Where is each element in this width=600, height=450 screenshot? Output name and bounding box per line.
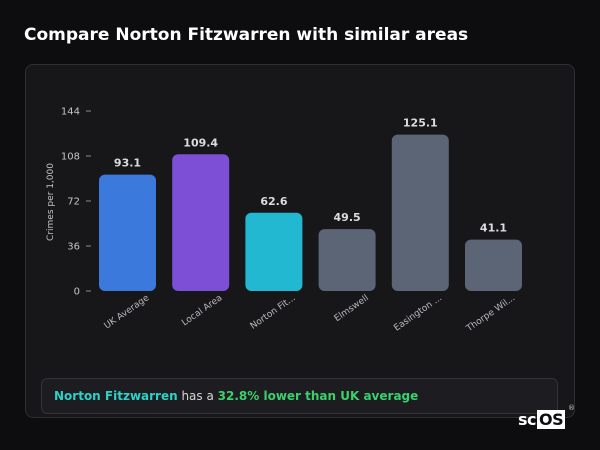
x-tick-label: Elmswell <box>333 293 371 324</box>
logo-sc: sc <box>518 410 537 429</box>
y-tick-label: 0 <box>74 287 80 298</box>
bar <box>391 134 449 291</box>
bar-value-label: 62.6 <box>260 195 287 208</box>
x-tick-label: Local Area <box>180 293 224 328</box>
y-tick-label: 72 <box>67 197 80 208</box>
logo-registered-mark: ® <box>568 404 575 412</box>
bars <box>99 134 522 291</box>
x-tick-label: Easington ... <box>392 293 444 333</box>
bar <box>465 239 522 291</box>
summary-comparison: 32.8% lower than UK average <box>217 389 419 403</box>
bar-value-label: 109.4 <box>183 136 218 149</box>
bar-value-label: 93.1 <box>114 157 141 170</box>
x-tick-label: UK Average <box>103 293 152 331</box>
summary-middle-text: has a <box>177 389 218 403</box>
summary-banner: Norton Fitzwarren has a 32.8% lower than… <box>41 378 558 414</box>
x-tick-label: Thorpe Wil... <box>464 293 517 334</box>
value-labels: 93.1 109.4 62.6 49.5 125.1 41.1 <box>114 117 507 235</box>
logo-os: OS <box>537 410 566 429</box>
bar <box>99 174 156 291</box>
y-tick-label: 144 <box>61 107 80 118</box>
bar-value-label: 49.5 <box>334 211 361 224</box>
summary-area: Norton Fitzwarren <box>54 389 178 403</box>
bar <box>172 154 230 291</box>
y-tick-label: 108 <box>61 152 80 163</box>
bar-value-label: 125.1 <box>403 117 438 130</box>
bar <box>245 212 303 291</box>
y-axis-label: Crimes per 1,000 <box>46 163 56 241</box>
bar <box>318 229 376 291</box>
scos-logo: sc OS ® <box>518 404 575 429</box>
y-axis: 0 36 72 108 144 <box>61 107 91 298</box>
x-tick-label: Norton Fit... <box>249 293 298 331</box>
page-title: Compare Norton Fitzwarren with similar a… <box>24 25 469 45</box>
y-tick-label: 36 <box>67 242 80 253</box>
bar-value-label: 41.1 <box>480 222 507 235</box>
x-axis-labels: UK Average Local Area Norton Fit... Elmswel… <box>103 293 518 335</box>
